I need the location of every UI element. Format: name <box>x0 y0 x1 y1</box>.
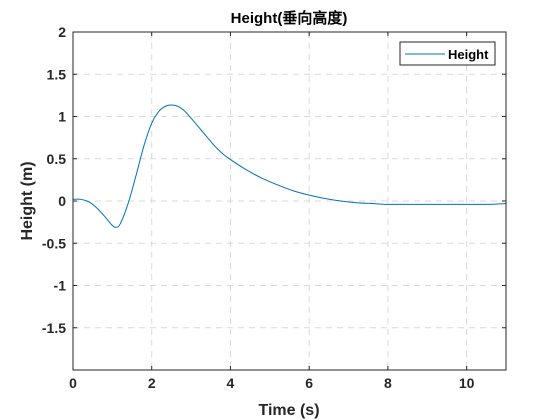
x-tick-label: 0 <box>69 375 77 391</box>
x-tick-label: 2 <box>148 375 156 391</box>
series-layer <box>72 104 507 228</box>
grid-lines <box>73 32 506 370</box>
y-tick-label: 2 <box>58 24 66 40</box>
y-tick-label: 1.5 <box>47 66 67 82</box>
legend: Height <box>399 41 496 66</box>
legend-entry-label: Height <box>448 47 489 62</box>
y-axis-label: Height (m) <box>19 161 36 240</box>
series-line-height <box>72 104 507 228</box>
tick-labels: 0 2 4 6 8 10 2 1.5 1 0.5 0 -0.5 -1 -1.5 <box>42 24 475 391</box>
x-tick-label: 6 <box>305 375 313 391</box>
y-tick-label: -1 <box>54 278 67 294</box>
axis-ticks <box>72 31 506 370</box>
x-axis-label: Time (s) <box>258 402 319 419</box>
legend-box <box>399 41 496 66</box>
x-tick-label: 8 <box>384 375 392 391</box>
x-tick-label: 10 <box>459 375 475 391</box>
y-tick-label: 0 <box>58 193 66 209</box>
chart-title: Height(垂向高度) <box>231 9 348 27</box>
y-tick-label: -1.5 <box>42 320 66 336</box>
y-tick-label: -0.5 <box>42 235 66 251</box>
plot-area <box>73 32 506 370</box>
x-tick-label: 4 <box>227 375 235 391</box>
y-tick-label: 0.5 <box>47 151 67 167</box>
y-tick-label: 1 <box>58 109 66 125</box>
